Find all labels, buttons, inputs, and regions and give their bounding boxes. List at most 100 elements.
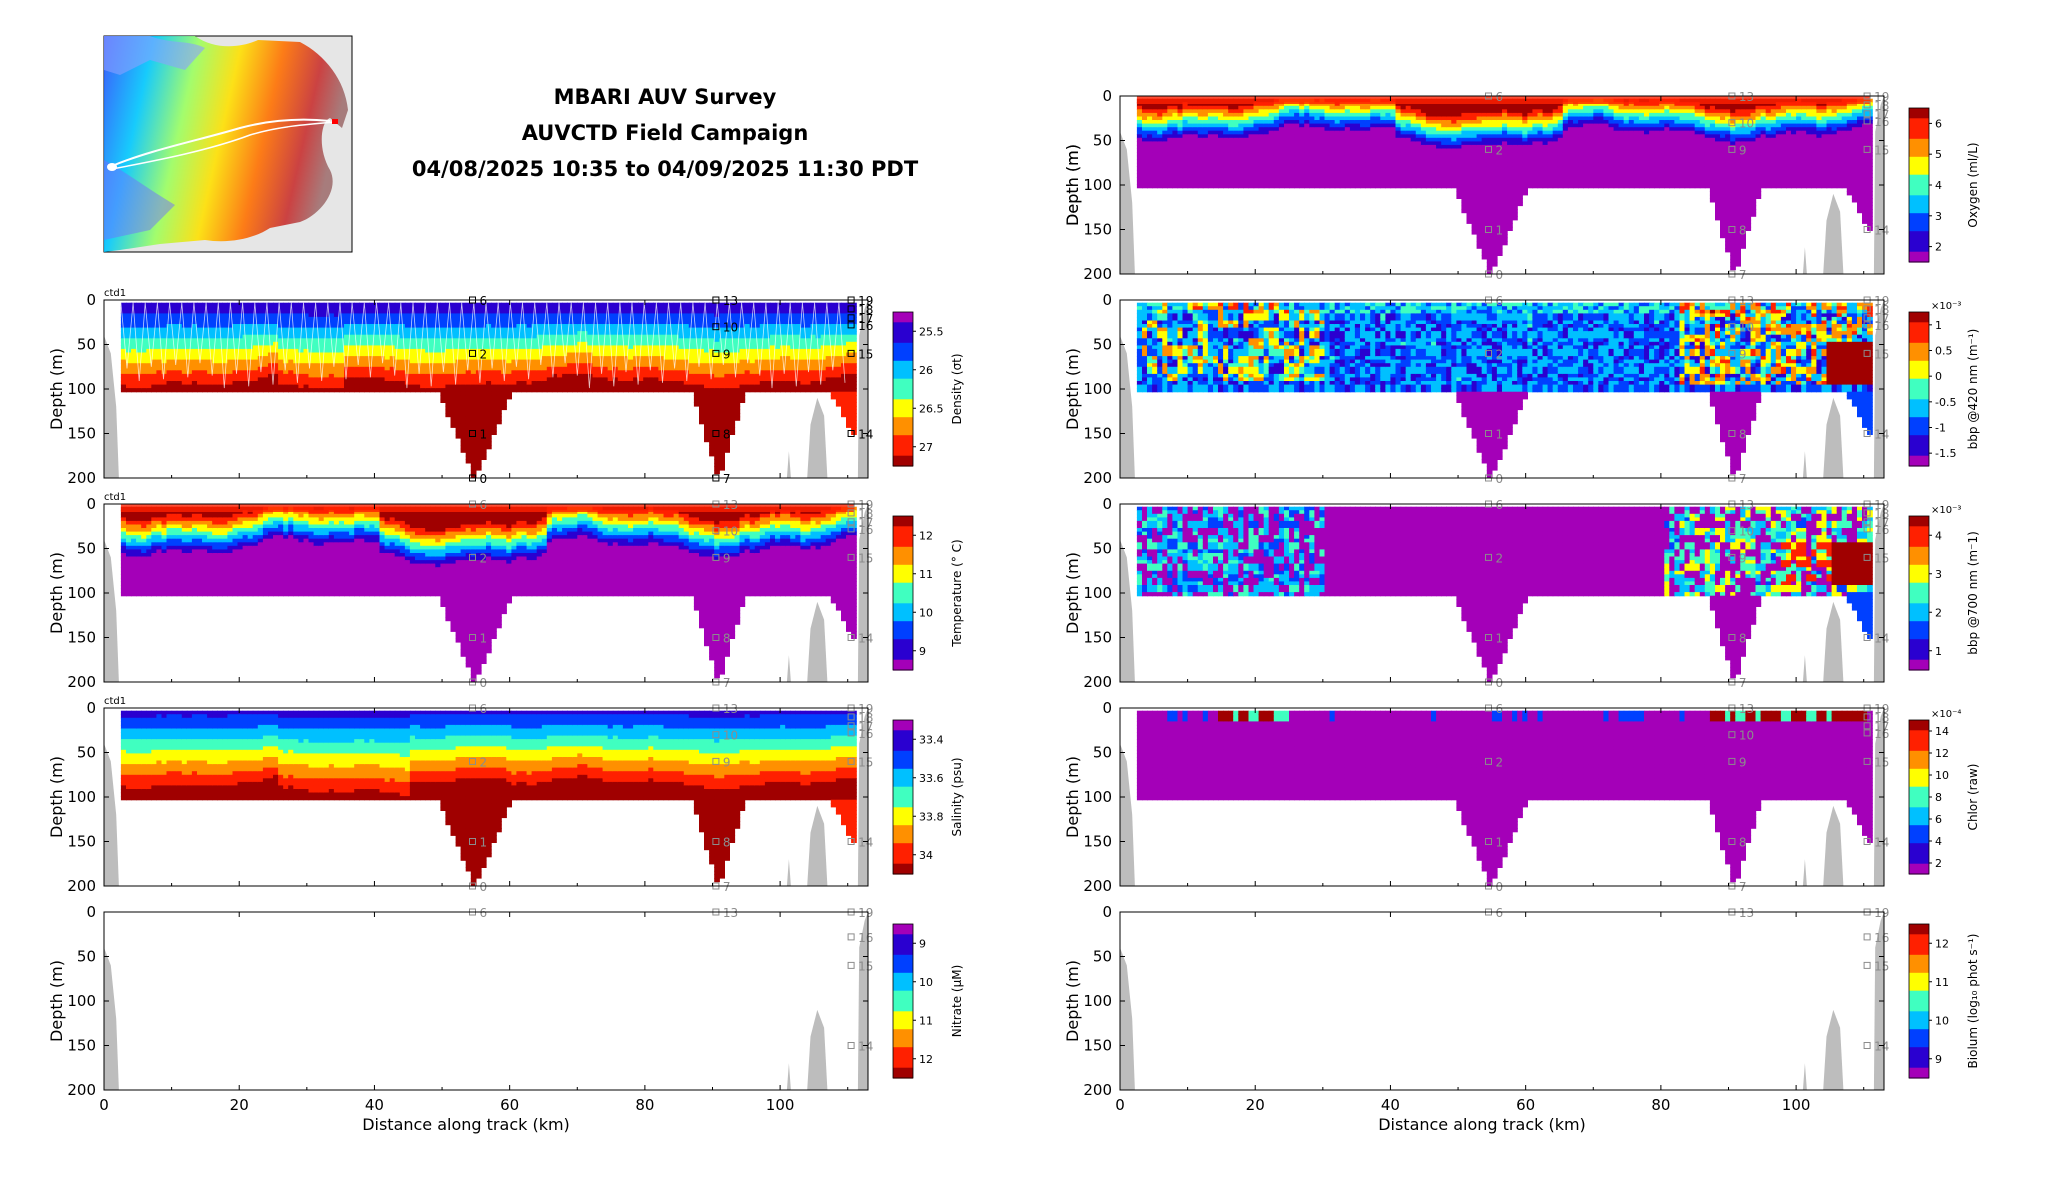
heatmap-cell [324,363,330,367]
heatmap-cell [227,567,233,571]
heatmap-cell [146,546,152,550]
heatmap-cell [587,388,593,392]
heatmap-cell [430,349,436,353]
heatmap-cell [324,377,330,381]
heatmap-cell [369,306,375,310]
heatmap-cell [227,528,233,532]
heatmap-cell [435,353,441,357]
heatmap-cell [293,317,299,321]
heatmap-cell [156,388,162,392]
heatmap-cell [719,420,725,424]
heatmap-cell [471,342,477,346]
heatmap-cell [156,331,162,335]
heatmap-cell [359,317,365,321]
heatmap-cell [638,331,644,335]
heatmap-cell [405,310,411,314]
heatmap-cell [293,546,299,550]
heatmap-cell [501,406,507,410]
heatmap-cell [349,370,355,374]
heatmap-cell [222,535,228,539]
heatmap-cell [339,331,345,335]
heatmap-cell [471,381,477,385]
heatmap-cell [288,574,294,578]
heatmap-cell [466,349,472,353]
heatmap-cell [182,324,188,328]
heatmap-cell [415,310,421,314]
heatmap-cell [633,317,639,321]
heatmap-cell [227,514,233,518]
heatmap-cell [501,342,507,346]
heatmap-cell [811,353,817,357]
heatmap-cell [851,399,857,403]
heatmap-cell [253,557,259,561]
heatmap-cell [349,381,355,385]
heatmap-cell [238,514,244,518]
heatmap-cell [466,420,472,424]
heatmap-cell [278,353,284,357]
heatmap-cell [694,399,700,403]
heatmap-cell [795,349,801,353]
heatmap-cell [527,324,533,328]
heatmap-cell [461,353,467,357]
heatmap-cell [197,521,203,525]
heatmap-cell [816,388,822,392]
heatmap-cell [451,420,457,424]
heatmap-cell [131,574,137,578]
heatmap-cell [451,306,457,310]
heatmap-cell [222,567,228,571]
heatmap-cell [537,317,543,321]
heatmap-cell [197,567,203,571]
heatmap-cell [278,310,284,314]
heatmap-cell [349,342,355,346]
heatmap-cell [719,388,725,392]
heatmap-cell [293,306,299,310]
heatmap-cell [202,349,208,353]
heatmap-cell [633,388,639,392]
heatmap-cell [653,388,659,392]
heatmap-cell [156,589,162,593]
heatmap-cell [156,549,162,553]
heatmap-cell [511,335,517,339]
heatmap-cell [380,317,386,321]
heatmap-cell [445,406,451,410]
heatmap-cell [623,310,629,314]
heatmap-cell [248,589,254,593]
heatmap-cell [780,306,786,310]
heatmap-cell [445,353,451,357]
heatmap-cell [471,370,477,374]
heatmap-cell [227,521,233,525]
heatmap-cell [172,539,178,543]
heatmap-cell [278,521,284,525]
heatmap-cell [714,452,720,456]
heatmap-cell [177,388,183,392]
heatmap-cell [268,592,274,596]
heatmap-cell [572,335,578,339]
heatmap-cell [806,331,812,335]
heatmap-cell [238,310,244,314]
heatmap-cell [131,349,137,353]
heatmap-cell [709,413,715,417]
heatmap-cell [466,317,472,321]
heatmap-cell [821,331,827,335]
heatmap-cell [496,363,502,367]
heatmap-cell [745,377,751,381]
heatmap-cell [380,377,386,381]
heatmap-cell [177,535,183,539]
heatmap-cell [283,370,289,374]
heatmap-cell [486,395,492,399]
heatmap-cell [227,549,233,553]
heatmap-cell [233,528,239,532]
heatmap-cell [790,353,796,357]
heatmap-cell [532,388,538,392]
heatmap-cell [643,381,649,385]
heatmap-cell [187,310,193,314]
heatmap-cell [126,567,132,571]
heatmap-cell [699,342,705,346]
heatmap-cell [496,360,502,364]
heatmap-cell [461,360,467,364]
heatmap-cell [177,581,183,585]
heatmap-cell [126,549,132,553]
heatmap-cell [430,342,436,346]
heatmap-cell [623,331,629,335]
heatmap-cell [192,353,198,357]
